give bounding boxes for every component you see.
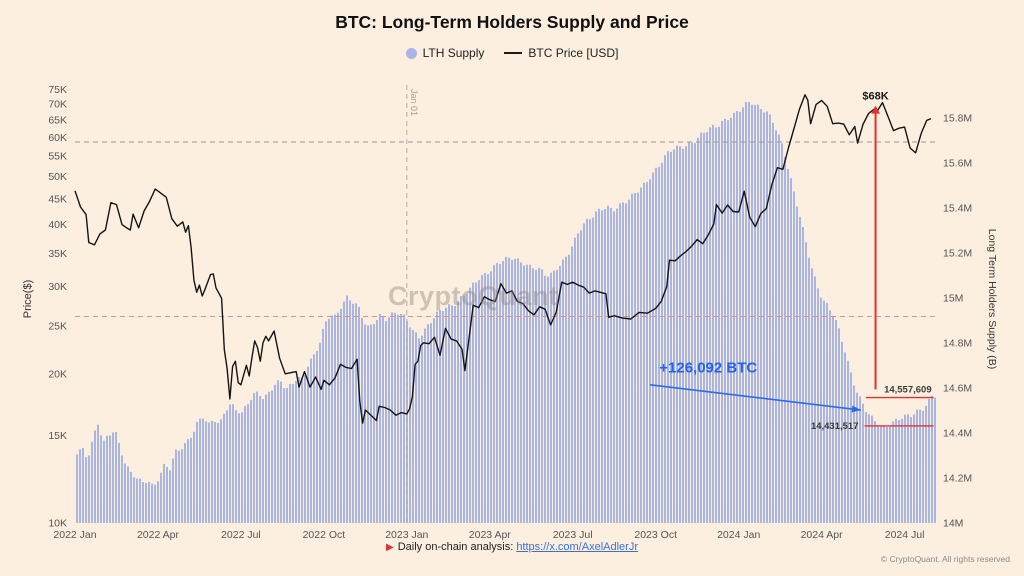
chart-title: BTC: Long-Term Holders Supply and Price <box>335 12 689 32</box>
price-tick-label: 10K <box>48 518 67 530</box>
x-tick-label: 2024 Jul <box>885 529 925 541</box>
supply-tick-label: 14.8M <box>943 338 972 350</box>
lth-lower-level-label: 14,431,517 <box>811 421 859 432</box>
btc-price-line <box>74 94 932 424</box>
x-tick-label: 2024 Jan <box>717 529 760 541</box>
lth-upper-level-label: 14,557,609 <box>884 385 932 396</box>
play-icon: ▶ <box>386 542 394 553</box>
btc-68k-arrow-head <box>871 105 881 114</box>
guide-lines: Jan 01 <box>75 85 935 523</box>
jan01-vline-label: Jan 01 <box>409 89 419 116</box>
author-link[interactable]: https://x.com/AxelAdlerJr <box>516 541 638 553</box>
lth-supply-swatch <box>405 47 417 59</box>
legend-label-lth-supply: LTH Supply <box>422 46 485 60</box>
price-tick-label: 15K <box>48 430 67 442</box>
legend-label-btc-price: BTC Price [USD] <box>528 46 619 60</box>
price-tick-label: 55K <box>48 151 67 163</box>
lth-supply-bars <box>76 102 936 524</box>
x-tick-label: 2023 Jan <box>385 529 428 541</box>
price-tick-label: 25K <box>48 320 67 332</box>
footer-note: ▶ Daily on-chain analysis: https://x.com/… <box>0 541 1024 553</box>
price-tick-label: 65K <box>48 115 67 127</box>
legend-item-btc-price[interactable]: BTC Price [USD] <box>504 46 618 60</box>
axis-ticks: 75K 70K 65K 60K 55K 50K 45K 40K 35K 30K 25K 20K 15K 1… <box>48 84 972 541</box>
supply-tick-label: 14.6M <box>943 383 972 395</box>
supply-tick-label: 15.4M <box>943 203 972 215</box>
legend-item-lth-supply[interactable]: LTH Supply <box>405 46 485 60</box>
supply-tick-label: 14.2M <box>943 473 972 485</box>
copyright-note: © CryptoQuant. All rights reserved <box>880 554 1010 564</box>
annotations: $68K 14,557,609 14,431,517 +126,092 BTC <box>650 91 934 432</box>
price-tick-label: 50K <box>48 171 67 183</box>
price-axis-title: Price($) <box>22 279 34 319</box>
supply-tick-label: 14.4M <box>943 428 972 440</box>
supply-tick-label: 15M <box>943 293 963 305</box>
price-tick-label: 20K <box>48 368 67 380</box>
x-tick-label: 2022 Jul <box>221 529 261 541</box>
supply-change-arrow <box>650 384 861 411</box>
price-tick-label: 60K <box>48 132 67 144</box>
btc-price-swatch <box>504 51 523 55</box>
supply-axis-title: Long Term Holders Supply (B) <box>986 228 998 370</box>
x-tick-label: 2023 Jul <box>553 529 593 541</box>
price-tick-label: 30K <box>48 281 67 293</box>
legend: LTH Supply BTC Price [USD] <box>0 46 1024 60</box>
btc-68k-arrow-label: $68K <box>862 91 888 103</box>
x-tick-label: 2023 Apr <box>469 529 512 541</box>
price-tick-label: 35K <box>48 248 67 260</box>
price-tick-label: 40K <box>48 219 67 231</box>
supply-tick-label: 15.2M <box>943 248 972 260</box>
price-tick-label: 75K <box>48 84 67 96</box>
price-tick-label: 70K <box>48 99 67 111</box>
supply-change-arrow-head <box>851 405 861 413</box>
supply-tick-label: 14M <box>943 518 963 530</box>
price-tick-label: 45K <box>48 194 67 206</box>
supply-change-label: +126,092 BTC <box>659 360 757 377</box>
x-tick-label: 2022 Oct <box>303 529 346 541</box>
x-tick-label: 2023 Oct <box>634 529 677 541</box>
footer-text: Daily on-chain analysis: <box>397 541 514 553</box>
x-tick-label: 2022 Apr <box>137 529 180 541</box>
supply-tick-label: 15.8M <box>943 113 972 125</box>
supply-tick-label: 15.6M <box>943 158 972 170</box>
x-tick-label: 2024 Apr <box>801 529 844 541</box>
x-tick-label: 2022 Jan <box>53 529 96 541</box>
